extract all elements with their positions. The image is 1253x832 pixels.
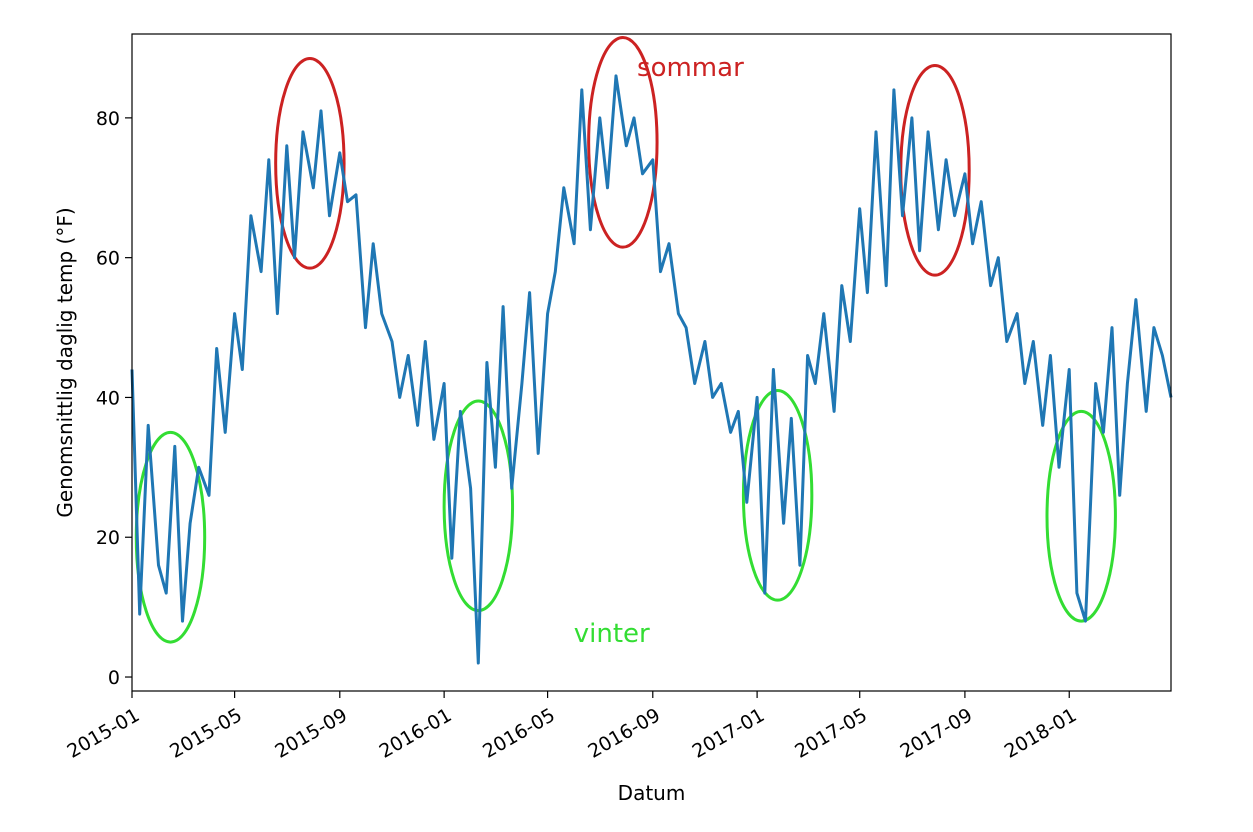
y-tick-label: 0 [108,667,120,689]
x-axis: 2015-01 2015-05 2015-09 2016-01 2016-05 2016-… [64,691,1081,763]
x-tick-label: 2015-05 [166,704,246,763]
y-tick-label: 40 [96,387,120,409]
y-axis-title: Genomsnittlig daglig temp (°F) [53,207,77,517]
x-axis-title: Datum [618,781,686,805]
sommar-circle-0 [274,56,346,270]
vinter-circle-5 [741,388,814,602]
sommar-circle-1 [587,35,659,249]
vinter-circle-6 [1045,409,1117,623]
axes-frame [131,33,1172,692]
x-tick-label: 2015-01 [64,704,144,763]
y-axis: 0 20 40 60 80 [96,108,132,689]
x-tick-label: 2017-09 [896,704,976,763]
x-tick-label: 2016-05 [479,704,559,763]
plot-background [132,34,1171,691]
x-tick-label: 2018-01 [1001,704,1081,763]
x-tick-label: 2017-05 [791,704,871,763]
x-tick-label: 2015-09 [271,704,351,763]
plot-area [132,34,1171,691]
x-tick-label: 2016-01 [376,704,456,763]
y-tick-label: 80 [96,108,120,130]
y-tick-label: 20 [96,527,120,549]
series-layer [130,74,1173,665]
vinter-label: vinter [574,619,650,649]
x-tick-label: 2016-09 [584,704,664,763]
sommar-label: sommar [637,53,744,83]
axes-border [131,33,1172,692]
series-line-0 [130,74,1173,665]
y-tick-label: 60 [96,248,120,270]
annotations: sommar vinter [574,53,744,649]
x-tick-label: 2017-01 [689,704,769,763]
